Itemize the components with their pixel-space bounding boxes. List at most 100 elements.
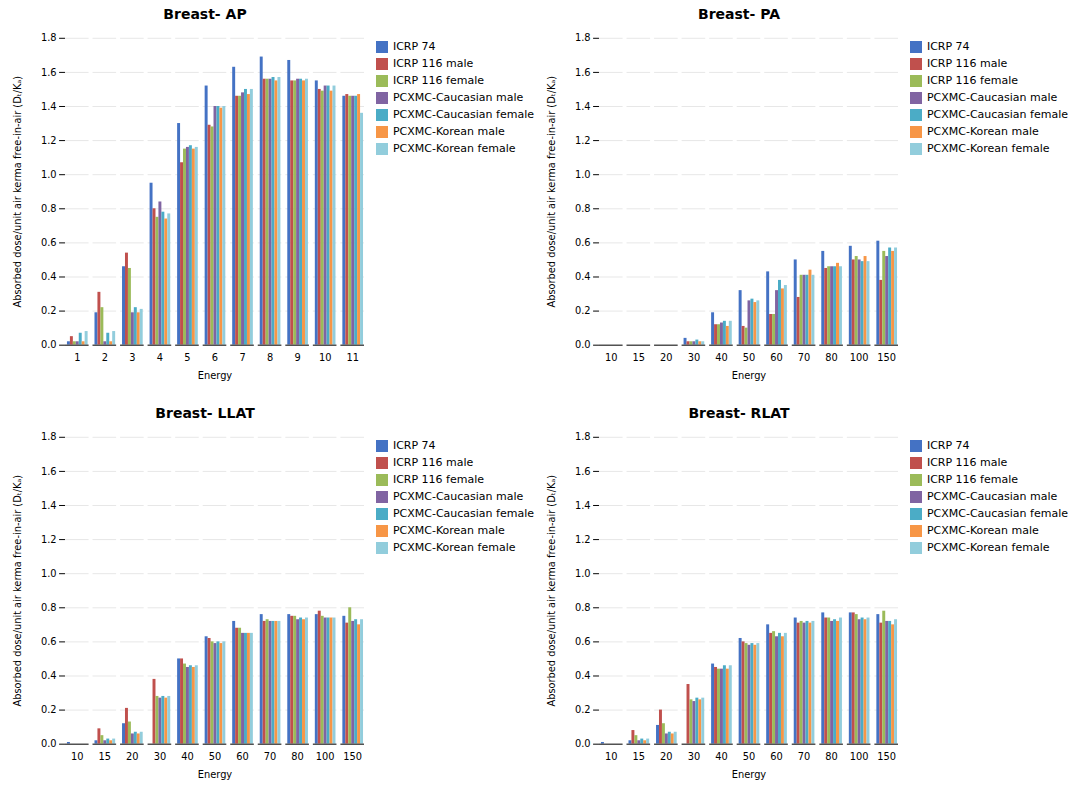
svg-text:80: 80 (825, 352, 838, 363)
svg-text:0.0: 0.0 (575, 738, 591, 749)
svg-text:60: 60 (236, 751, 249, 762)
svg-text:80: 80 (291, 751, 304, 762)
svg-text:40: 40 (715, 352, 728, 363)
svg-text:4: 4 (157, 352, 163, 363)
svg-text:15: 15 (633, 751, 646, 762)
html-text:Breast- LLAT: Breast- LLAT (155, 405, 255, 421)
svg-text:1.2: 1.2 (575, 135, 591, 146)
svg-text:1.0: 1.0 (41, 169, 57, 180)
svg-text:30: 30 (688, 751, 701, 762)
svg-text:50: 50 (209, 751, 222, 762)
html-text:ICRP 116 male: ICRP 116 male (392, 57, 474, 70)
svg-text:30: 30 (688, 352, 701, 363)
svg-text:0.2: 0.2 (41, 305, 57, 316)
svg-text:0.4: 0.4 (41, 670, 57, 681)
svg-text:0.4: 0.4 (575, 670, 591, 681)
html-text:ICRP 74: ICRP 74 (392, 40, 436, 53)
svg-text:5: 5 (184, 352, 190, 363)
svg-text:1.4: 1.4 (575, 101, 591, 112)
svg-text:11: 11 (346, 352, 359, 363)
svg-text:1.6: 1.6 (575, 67, 591, 78)
html-text:Breast- RLAT: Breast- RLAT (688, 405, 790, 421)
svg-text:0.8: 0.8 (41, 602, 57, 613)
svg-text:10: 10 (71, 751, 84, 762)
svg-text:0.0: 0.0 (575, 339, 591, 350)
svg-text:Absorbed dose/unit air kerma f: Absorbed dose/unit air kerma free-in-air… (546, 475, 557, 707)
svg-text:50: 50 (743, 352, 756, 363)
html-text:PCXMC-Caucasian male: PCXMC-Caucasian male (392, 91, 524, 104)
svg-text:1.2: 1.2 (575, 534, 591, 545)
html-text:Breast- PA: Breast- PA (698, 6, 780, 22)
svg-text:0.0: 0.0 (41, 738, 57, 749)
svg-text:40: 40 (181, 751, 194, 762)
svg-text:10: 10 (605, 751, 618, 762)
svg-text:1.0: 1.0 (575, 568, 591, 579)
svg-text:Absorbed dose/unit air kerma f: Absorbed dose/unit air kerma free-in-air… (546, 76, 557, 308)
svg-text:1.6: 1.6 (41, 466, 57, 477)
svg-text:1.0: 1.0 (41, 568, 57, 579)
svg-text:Energy: Energy (198, 769, 233, 780)
svg-text:Absorbed dose/unit air kerma f: Absorbed dose/unit air kerma free-in-air… (12, 76, 23, 308)
svg-text:0.8: 0.8 (575, 602, 591, 613)
svg-text:30: 30 (154, 751, 167, 762)
svg-text:0.6: 0.6 (575, 636, 591, 647)
svg-text:0.0: 0.0 (41, 339, 57, 350)
svg-text:70: 70 (264, 751, 277, 762)
svg-text:9: 9 (294, 352, 300, 363)
svg-text:80: 80 (825, 751, 838, 762)
svg-text:1.2: 1.2 (41, 534, 57, 545)
svg-text:20: 20 (126, 751, 139, 762)
html-text:ICRP 116 female: ICRP 116 female (392, 74, 484, 87)
svg-text:70: 70 (798, 352, 811, 363)
svg-text:1.8: 1.8 (41, 32, 57, 43)
svg-text:0.6: 0.6 (41, 636, 57, 647)
svg-text:0.4: 0.4 (41, 271, 57, 282)
svg-text:1.4: 1.4 (41, 101, 57, 112)
svg-text:2: 2 (102, 352, 108, 363)
svg-text:Absorbed dose/unit air kerma f: Absorbed dose/unit air kerma free-in-air… (12, 475, 23, 707)
svg-text:100: 100 (850, 751, 869, 762)
svg-text:1.2: 1.2 (41, 135, 57, 146)
svg-text:1.8: 1.8 (575, 32, 591, 43)
svg-text:1.6: 1.6 (575, 466, 591, 477)
svg-text:15: 15 (99, 751, 112, 762)
svg-text:150: 150 (877, 352, 896, 363)
svg-text:0.2: 0.2 (41, 704, 57, 715)
svg-text:15: 15 (633, 352, 646, 363)
svg-text:50: 50 (743, 751, 756, 762)
svg-text:60: 60 (770, 751, 783, 762)
svg-text:1.8: 1.8 (575, 431, 591, 442)
svg-text:1.4: 1.4 (575, 500, 591, 511)
html-text:Breast- AP: Breast- AP (163, 6, 247, 22)
svg-text:20: 20 (660, 751, 673, 762)
svg-text:60: 60 (770, 352, 783, 363)
svg-text:Energy: Energy (732, 370, 767, 381)
svg-text:1.8: 1.8 (41, 431, 57, 442)
svg-text:0.2: 0.2 (575, 305, 591, 316)
svg-text:10: 10 (319, 352, 332, 363)
svg-text:0.6: 0.6 (41, 237, 57, 248)
svg-text:1: 1 (74, 352, 80, 363)
svg-text:3: 3 (129, 352, 135, 363)
svg-text:100: 100 (850, 352, 869, 363)
svg-text:8: 8 (267, 352, 273, 363)
svg-text:0.6: 0.6 (575, 237, 591, 248)
svg-text:150: 150 (877, 751, 896, 762)
svg-text:100: 100 (316, 751, 335, 762)
svg-text:Energy: Energy (198, 370, 233, 381)
svg-text:1.6: 1.6 (41, 67, 57, 78)
svg-text:0.2: 0.2 (575, 704, 591, 715)
svg-text:0.8: 0.8 (41, 203, 57, 214)
svg-text:10: 10 (605, 352, 618, 363)
svg-text:1.0: 1.0 (575, 169, 591, 180)
svg-text:0.4: 0.4 (575, 271, 591, 282)
svg-text:40: 40 (715, 751, 728, 762)
svg-text:20: 20 (660, 352, 673, 363)
svg-text:7: 7 (239, 352, 245, 363)
svg-text:70: 70 (798, 751, 811, 762)
svg-text:6: 6 (212, 352, 218, 363)
svg-text:0.8: 0.8 (575, 203, 591, 214)
svg-text:1.4: 1.4 (41, 500, 57, 511)
svg-text:150: 150 (343, 751, 362, 762)
svg-text:Energy: Energy (732, 769, 767, 780)
